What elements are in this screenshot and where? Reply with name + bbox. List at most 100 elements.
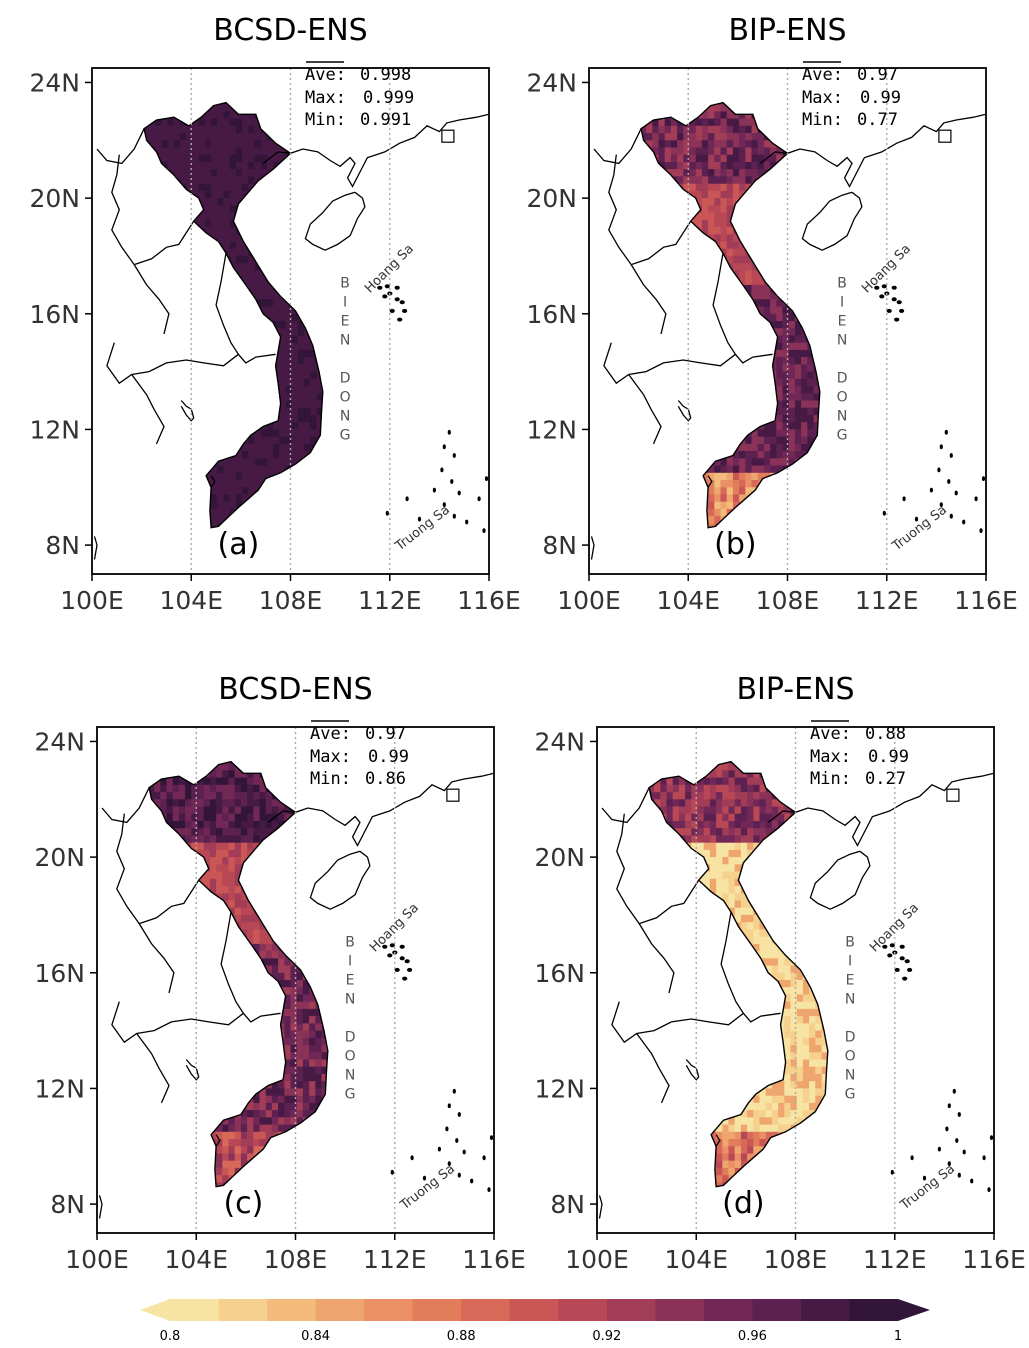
island <box>939 444 943 450</box>
grid-cell <box>646 263 653 271</box>
grid-cell <box>652 508 660 517</box>
grid-cell <box>763 328 771 336</box>
grid-cell <box>745 277 753 286</box>
grid-cell <box>273 90 280 98</box>
grid-cell <box>641 313 647 322</box>
grid-cell <box>732 465 740 474</box>
grid-cell <box>664 422 672 430</box>
grid-cell <box>634 205 641 213</box>
grid-cell <box>770 458 777 467</box>
grid-cell <box>240 842 248 851</box>
grid-cell <box>203 857 211 865</box>
grid-cell <box>149 357 156 365</box>
grid-cell <box>658 349 666 358</box>
grid-cell <box>161 234 169 243</box>
grid-cell <box>309 828 316 836</box>
grid-cell <box>149 111 156 120</box>
grid-cell <box>279 451 287 459</box>
grid-cell <box>813 234 820 243</box>
grid-cell <box>137 155 144 163</box>
grid-cell <box>229 306 237 315</box>
grid-cell <box>695 190 703 199</box>
grid-cell <box>701 284 709 293</box>
grid-cell <box>242 494 249 503</box>
grid-cell <box>204 393 212 402</box>
grid-cell <box>285 292 293 300</box>
grid-cell <box>813 263 820 271</box>
grid-cell <box>198 255 206 264</box>
grid-cell <box>714 501 722 510</box>
grid-cell <box>634 458 641 466</box>
grid-cell <box>801 140 808 149</box>
grid-cell <box>248 154 256 163</box>
grid-cell <box>155 104 163 112</box>
grid-cell <box>242 263 249 271</box>
grid-cell <box>137 111 144 119</box>
grid-cell <box>310 487 318 496</box>
grid-cell <box>788 516 796 524</box>
grid-cell <box>291 472 299 481</box>
grid-cell <box>279 90 286 98</box>
grid-cell <box>217 480 225 488</box>
grid-cell <box>144 183 150 192</box>
grid-cell <box>634 220 641 228</box>
grid-cell <box>664 443 672 452</box>
grid-cell <box>770 306 777 315</box>
grid-cell <box>271 886 279 894</box>
grid-cell <box>284 806 292 815</box>
grid-cell <box>197 835 205 844</box>
grid-cell <box>211 133 218 141</box>
grid-cell <box>173 205 181 214</box>
grid-cell <box>708 162 715 170</box>
grid-cell <box>670 219 678 228</box>
x-tick-label: 100E <box>60 586 124 615</box>
grid-cell <box>149 234 156 243</box>
grid-cell <box>286 90 293 98</box>
grid-cell <box>745 212 753 221</box>
grid-cell <box>732 104 740 112</box>
grid-cell <box>770 487 777 496</box>
grid-cell <box>254 125 262 134</box>
sea-name-letter: E <box>341 314 350 330</box>
grid-cell <box>646 234 653 243</box>
grid-cell <box>745 104 753 112</box>
grid-cell <box>327 886 328 894</box>
grid-cell <box>708 508 715 517</box>
grid-cell <box>149 198 156 206</box>
grid-cell <box>322 371 323 380</box>
grid-cell <box>689 162 697 170</box>
grid-cell <box>254 415 262 423</box>
grid-cell <box>142 742 149 750</box>
grid-cell <box>689 407 697 416</box>
grid-cell <box>229 393 237 402</box>
grid-cell <box>160 742 167 750</box>
grid-cell <box>173 407 181 416</box>
grid-cell <box>826 307 833 315</box>
grid-cell <box>763 198 771 206</box>
grid-cell <box>144 400 150 409</box>
grid-cell <box>689 234 697 243</box>
grid-cell <box>801 342 808 351</box>
island <box>937 467 941 473</box>
grid-cell <box>254 480 262 488</box>
grid-cell <box>211 270 218 279</box>
grid-cell <box>689 284 697 293</box>
grid-cell <box>204 176 212 185</box>
grid-cell <box>242 371 249 380</box>
grid-cell <box>708 349 715 358</box>
grid-cell <box>166 813 174 822</box>
grid-cell <box>763 125 771 134</box>
grid-cell <box>322 364 323 373</box>
grid-cell <box>652 357 660 365</box>
grid-cell <box>727 90 734 98</box>
grid-cell <box>279 169 287 177</box>
grid-cell <box>695 501 703 510</box>
grid-cell <box>253 900 261 909</box>
grid-cell <box>185 821 192 829</box>
grid-cell <box>708 335 715 344</box>
coastline <box>304 191 366 251</box>
grid-cell <box>689 169 697 177</box>
grid-cell <box>751 494 759 503</box>
grid-cell <box>316 284 323 293</box>
grid-cell <box>726 321 734 329</box>
